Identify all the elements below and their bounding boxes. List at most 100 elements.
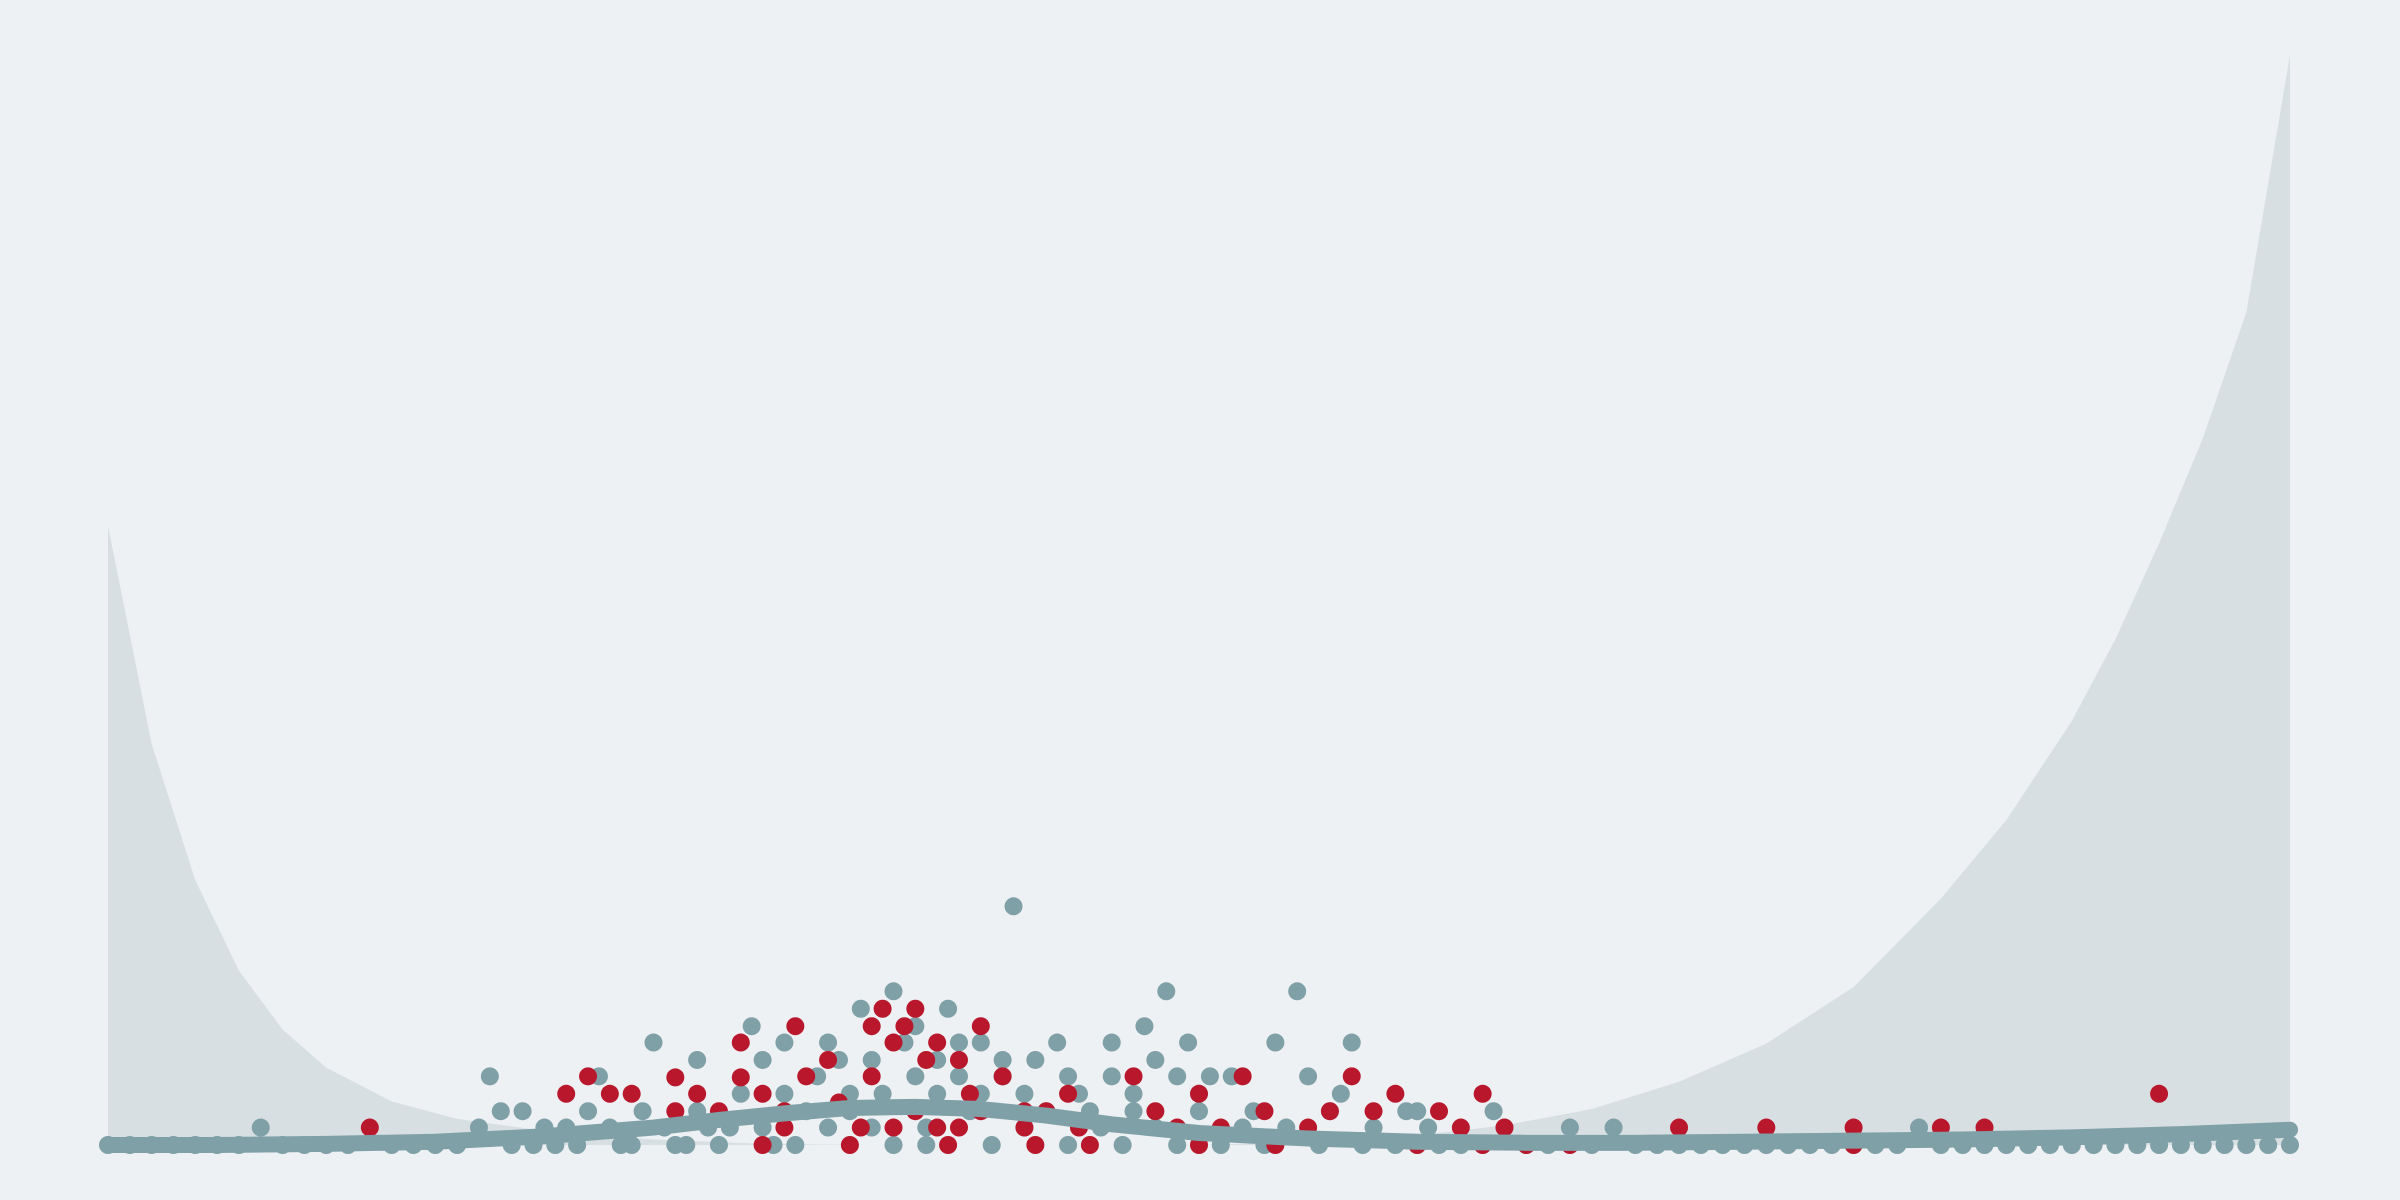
base-point — [513, 1102, 532, 1121]
highlight-point — [993, 1067, 1012, 1086]
base-point — [1113, 1136, 1132, 1154]
base-point — [917, 1136, 936, 1154]
highlight-point — [851, 1118, 870, 1137]
highlight-point — [1320, 1102, 1339, 1121]
base-point — [1419, 1118, 1438, 1137]
base-point — [742, 1017, 761, 1036]
highlight-point — [840, 1136, 859, 1154]
base-point — [949, 1067, 968, 1086]
base-point — [1059, 1067, 1078, 1086]
base-point — [1135, 1017, 1154, 1036]
base-point — [971, 1033, 990, 1052]
highlight-point — [1342, 1067, 1361, 1086]
highlight-point — [1059, 1084, 1078, 1103]
highlight-point — [949, 1050, 968, 1069]
base-point — [884, 1136, 903, 1154]
highlight-point — [928, 1033, 947, 1052]
highlight-point — [884, 1033, 903, 1052]
base-point — [1157, 982, 1176, 1001]
density-band-layer — [108, 55, 2290, 1145]
base-point — [1059, 1136, 1078, 1154]
highlight-point — [1015, 1118, 1034, 1137]
base-point — [1408, 1102, 1427, 1121]
base-point — [491, 1102, 510, 1121]
highlight-point — [666, 1068, 685, 1087]
highlight-point — [557, 1084, 576, 1103]
highlight-point — [360, 1118, 379, 1137]
base-point — [1168, 1136, 1187, 1154]
highlight-point — [1386, 1084, 1405, 1103]
base-point — [1484, 1102, 1503, 1121]
base-point — [819, 1033, 838, 1052]
base-point — [2259, 1136, 2278, 1154]
highlight-point — [939, 1136, 958, 1154]
base-point — [786, 1136, 805, 1154]
highlight-point — [819, 1050, 838, 1069]
highlight-point — [731, 1033, 750, 1052]
trend-line-layer — [100, 1098, 2298, 1153]
highlight-point — [1364, 1102, 1383, 1121]
highlight-point — [862, 1067, 881, 1086]
highlight-point — [775, 1118, 794, 1137]
base-point — [709, 1136, 728, 1154]
base-point — [1026, 1050, 1045, 1069]
highlight-point — [1670, 1118, 1689, 1137]
base-point — [1048, 1033, 1067, 1052]
base-point — [862, 1050, 881, 1069]
base-point — [1179, 1033, 1198, 1052]
highlight-point — [600, 1084, 619, 1103]
highlight-point — [1146, 1102, 1165, 1121]
highlight-point — [1844, 1118, 1863, 1137]
base-point — [851, 999, 870, 1018]
highlight-point — [753, 1084, 772, 1103]
highlight-point — [666, 1102, 685, 1121]
highlight-point — [971, 1017, 990, 1036]
highlight-point — [1430, 1102, 1449, 1121]
highlight-point — [688, 1084, 707, 1103]
base-point — [1299, 1067, 1318, 1086]
base-point — [753, 1050, 772, 1069]
base-point — [688, 1050, 707, 1069]
base-point — [1004, 897, 1023, 916]
highlight-point — [786, 1017, 805, 1036]
base-point — [928, 1084, 947, 1103]
highlight-point — [949, 1118, 968, 1137]
highlight-point — [1233, 1067, 1252, 1086]
base-point — [1342, 1033, 1361, 1052]
highlight-point — [906, 999, 925, 1018]
density-band — [108, 55, 2290, 1145]
highlight-point — [753, 1136, 772, 1154]
base-point — [579, 1102, 598, 1121]
base-point — [1288, 982, 1307, 1001]
base-point — [873, 1084, 892, 1103]
base-point — [1331, 1084, 1350, 1103]
highlight-point — [873, 999, 892, 1018]
highlight-point — [1495, 1118, 1514, 1137]
highlight-point — [1080, 1136, 1099, 1154]
base-point — [644, 1033, 663, 1052]
base-point — [677, 1136, 696, 1154]
base-point — [884, 982, 903, 1001]
base-point — [775, 1084, 794, 1103]
base-point — [2237, 1136, 2256, 1154]
base-point — [1102, 1033, 1121, 1052]
base-point — [775, 1033, 794, 1052]
highlight-point — [797, 1067, 816, 1086]
base-point — [982, 1136, 1001, 1154]
highlight-point — [928, 1118, 947, 1137]
base-point — [906, 1067, 925, 1086]
base-point — [622, 1136, 641, 1154]
base-point — [949, 1033, 968, 1052]
base-point — [1168, 1067, 1187, 1086]
highlight-point — [2150, 1084, 2169, 1103]
base-point — [2281, 1136, 2299, 1154]
highlight-point — [731, 1068, 750, 1087]
highlight-point — [1124, 1067, 1143, 1086]
highlight-point — [895, 1017, 914, 1036]
base-point — [731, 1084, 750, 1103]
base-point — [1015, 1084, 1034, 1103]
base-point — [1266, 1033, 1285, 1052]
highlight-point — [1190, 1084, 1208, 1103]
base-point — [1190, 1102, 1208, 1121]
